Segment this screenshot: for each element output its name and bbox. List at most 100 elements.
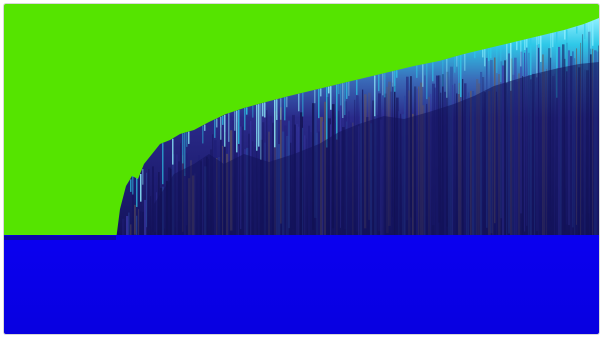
cliff-highlight xyxy=(260,103,262,160)
cliff-highlight xyxy=(426,63,428,100)
cliff-highlight xyxy=(556,31,558,98)
cliff-highlight xyxy=(524,39,526,50)
cliff-highlight xyxy=(356,79,358,95)
cliff-highlight xyxy=(576,26,578,34)
cliff-highlight xyxy=(234,111,236,131)
water xyxy=(4,235,599,334)
cliff-highlight xyxy=(284,97,286,121)
cliff-highlight xyxy=(590,21,592,49)
cliff-highlight xyxy=(330,86,332,110)
cliff-highlight xyxy=(256,104,258,151)
cliff-highlight xyxy=(528,38,530,76)
cliff-highlight xyxy=(320,88,322,97)
cliff-highlight xyxy=(490,47,492,59)
cliff-highlight xyxy=(220,116,222,140)
cliff-highlight xyxy=(552,32,554,48)
viewport[interactable] xyxy=(4,4,599,334)
cliff-streak xyxy=(148,169,150,228)
cliff-highlight xyxy=(584,24,586,39)
cliff-highlight xyxy=(506,43,508,84)
cliff-highlight xyxy=(186,132,188,147)
cliff-highlight xyxy=(224,114,226,147)
cliff-highlight xyxy=(302,92,304,117)
cliff-highlight xyxy=(132,176,134,195)
cliff-streak xyxy=(128,212,130,258)
cliff-highlight xyxy=(538,36,540,45)
cliff-highlight xyxy=(446,59,448,98)
cliff-highlight xyxy=(264,102,266,118)
cliff-highlight xyxy=(328,86,330,94)
cliff-highlight xyxy=(162,143,164,185)
cliff-highlight xyxy=(536,36,538,78)
cliff-highlight xyxy=(244,108,246,131)
cliff-streak xyxy=(144,199,147,242)
cliff-shadow-ridge xyxy=(154,62,599,240)
cliff-highlight xyxy=(564,30,566,40)
cliff-highlight xyxy=(488,48,490,61)
cliff-highlight xyxy=(336,84,338,140)
cliff-highlight xyxy=(342,83,344,119)
cliff-highlight xyxy=(396,70,398,78)
cliff-highlight xyxy=(540,35,542,62)
cliff-streak xyxy=(126,216,129,254)
cliff-highlight xyxy=(188,131,190,144)
cliff-highlight xyxy=(384,73,386,98)
cliff-highlight xyxy=(216,118,218,128)
cliff-highlight xyxy=(236,110,238,153)
cliff-highlight xyxy=(454,56,456,73)
cliff-highlight xyxy=(458,55,460,95)
cliff-highlight xyxy=(382,73,384,96)
cliff-highlight xyxy=(510,42,512,91)
cliff-highlight xyxy=(392,71,394,87)
cliff-highlight xyxy=(588,22,590,32)
cliff-highlight xyxy=(348,81,350,96)
cliff-highlight xyxy=(474,51,476,59)
cliff-highlight xyxy=(416,65,418,78)
cliff-highlight xyxy=(338,84,340,95)
cliff-highlight xyxy=(520,40,522,67)
cliff-highlight xyxy=(464,54,466,71)
cliff-highlight xyxy=(258,104,260,147)
shoreline-left xyxy=(4,235,116,240)
cliff-highlight xyxy=(566,29,568,72)
cliff-highlight xyxy=(238,110,240,144)
cliff-highlight xyxy=(314,90,316,104)
cliff-highlight xyxy=(252,105,254,118)
cliff-highlight xyxy=(378,74,380,92)
cliff-streak xyxy=(132,192,134,247)
cliff-highlight xyxy=(496,46,498,73)
cliff-highlight xyxy=(500,45,502,83)
cliff-terrain xyxy=(116,18,599,278)
cliff-highlight xyxy=(442,60,444,87)
cliff-highlight xyxy=(140,174,142,202)
cliff-highlight xyxy=(482,49,484,58)
terrain-scene xyxy=(4,4,599,334)
cliff-highlight xyxy=(374,75,376,117)
cliff-highlight xyxy=(228,113,230,142)
cliff-highlight xyxy=(516,41,518,51)
cliff-highlight xyxy=(484,49,486,67)
cliff-highlight xyxy=(344,82,346,116)
cliff-highlight xyxy=(276,99,278,120)
cliff-highlight xyxy=(262,103,264,117)
cliff-highlight xyxy=(326,87,328,148)
cliff-highlight xyxy=(460,55,462,98)
cliff-highlight xyxy=(274,99,276,148)
cliff-highlight xyxy=(456,56,458,67)
cliff-highlight xyxy=(136,178,138,207)
cliff-streak xyxy=(138,209,140,253)
cliff-highlight xyxy=(394,70,396,92)
cliff-highlight xyxy=(172,138,174,165)
cliff-highlight xyxy=(422,64,424,87)
cliff-highlight xyxy=(298,93,300,112)
cliff-streak xyxy=(140,211,142,241)
cliff-highlight xyxy=(346,82,348,99)
cliff-highlight xyxy=(286,96,288,108)
cliff-highlight xyxy=(184,132,186,176)
cliff-highlight xyxy=(340,83,342,106)
cliff-highlight xyxy=(130,179,132,192)
cliff-highlight xyxy=(280,98,282,120)
cliff-streak xyxy=(150,196,152,267)
cliff-highlight xyxy=(214,119,216,138)
cliff-highlight xyxy=(530,38,532,80)
